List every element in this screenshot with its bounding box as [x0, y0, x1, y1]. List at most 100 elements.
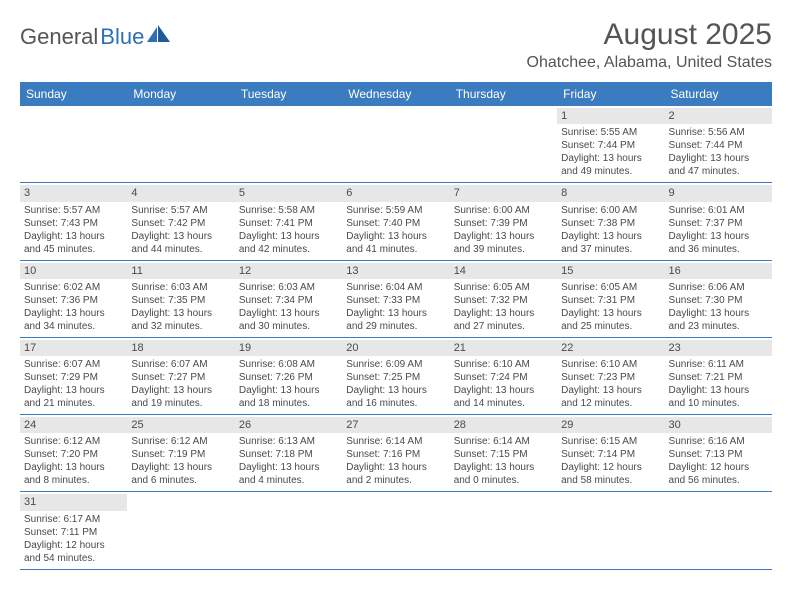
location-text: Ohatchee, Alabama, United States [527, 54, 772, 72]
day-number: 28 [450, 417, 557, 433]
sunset-text: Sunset: 7:37 PM [669, 217, 768, 230]
day-number: 31 [20, 494, 127, 510]
sunrise-text: Sunrise: 5:57 AM [24, 204, 123, 217]
day-number: 27 [342, 417, 449, 433]
sunset-text: Sunset: 7:44 PM [669, 139, 768, 152]
daylight-text: Daylight: 13 hours and 39 minutes. [454, 230, 553, 256]
sunset-text: Sunset: 7:20 PM [24, 448, 123, 461]
sunset-text: Sunset: 7:43 PM [24, 217, 123, 230]
empty-cell [342, 106, 449, 182]
sunrise-text: Sunrise: 6:10 AM [454, 358, 553, 371]
sunset-text: Sunset: 7:11 PM [24, 526, 123, 539]
day-number: 25 [127, 417, 234, 433]
sunset-text: Sunset: 7:18 PM [239, 448, 338, 461]
sunset-text: Sunset: 7:25 PM [346, 371, 445, 384]
day-cell: 22Sunrise: 6:10 AMSunset: 7:23 PMDayligh… [557, 338, 664, 414]
sunrise-text: Sunrise: 6:00 AM [561, 204, 660, 217]
day-cell: 24Sunrise: 6:12 AMSunset: 7:20 PMDayligh… [20, 415, 127, 491]
sunrise-text: Sunrise: 5:57 AM [131, 204, 230, 217]
empty-cell [450, 492, 557, 568]
day-cell: 20Sunrise: 6:09 AMSunset: 7:25 PMDayligh… [342, 338, 449, 414]
day-headers-row: SundayMondayTuesdayWednesdayThursdayFrid… [20, 82, 772, 106]
sunrise-text: Sunrise: 6:16 AM [669, 435, 768, 448]
sunset-text: Sunset: 7:35 PM [131, 294, 230, 307]
logo: General Blue [20, 24, 171, 50]
day-header: Saturday [665, 82, 772, 106]
daylight-text: Daylight: 13 hours and 8 minutes. [24, 461, 123, 487]
sunrise-text: Sunrise: 6:00 AM [454, 204, 553, 217]
sunrise-text: Sunrise: 5:55 AM [561, 126, 660, 139]
day-header: Thursday [450, 82, 557, 106]
day-cell: 9Sunrise: 6:01 AMSunset: 7:37 PMDaylight… [665, 183, 772, 259]
week-row: 31 Sunrise: 6:17 AMSunset: 7:11 PMDayligh… [20, 492, 772, 569]
day-cell: 26Sunrise: 6:13 AMSunset: 7:18 PMDayligh… [235, 415, 342, 491]
daylight-text: Daylight: 12 hours and 56 minutes. [669, 461, 768, 487]
sunset-text: Sunset: 7:34 PM [239, 294, 338, 307]
sunrise-text: Sunrise: 5:56 AM [669, 126, 768, 139]
daylight-text: Daylight: 13 hours and 47 minutes. [669, 152, 768, 178]
daylight-text: Daylight: 13 hours and 6 minutes. [131, 461, 230, 487]
sunset-text: Sunset: 7:21 PM [669, 371, 768, 384]
daylight-text: Daylight: 13 hours and 44 minutes. [131, 230, 230, 256]
sail-icon [147, 25, 171, 43]
day-cell: 11Sunrise: 6:03 AMSunset: 7:35 PMDayligh… [127, 261, 234, 337]
sunrise-text: Sunrise: 6:13 AM [239, 435, 338, 448]
sunset-text: Sunset: 7:42 PM [131, 217, 230, 230]
sunrise-text: Sunrise: 6:15 AM [561, 435, 660, 448]
daylight-text: Daylight: 13 hours and 12 minutes. [561, 384, 660, 410]
day-number: 8 [557, 185, 664, 201]
day-cell: 31 Sunrise: 6:17 AMSunset: 7:11 PMDayligh… [20, 492, 127, 568]
daylight-text: Daylight: 13 hours and 2 minutes. [346, 461, 445, 487]
sunrise-text: Sunrise: 6:11 AM [669, 358, 768, 371]
empty-cell [127, 106, 234, 182]
daylight-text: Daylight: 13 hours and 32 minutes. [131, 307, 230, 333]
day-cell: 16Sunrise: 6:06 AMSunset: 7:30 PMDayligh… [665, 261, 772, 337]
sunset-text: Sunset: 7:14 PM [561, 448, 660, 461]
day-cell: 6Sunrise: 5:59 AMSunset: 7:40 PMDaylight… [342, 183, 449, 259]
sunset-text: Sunset: 7:15 PM [454, 448, 553, 461]
sunset-text: Sunset: 7:26 PM [239, 371, 338, 384]
week-row: 24Sunrise: 6:12 AMSunset: 7:20 PMDayligh… [20, 415, 772, 492]
day-cell: 10Sunrise: 6:02 AMSunset: 7:36 PMDayligh… [20, 261, 127, 337]
daylight-text: Daylight: 13 hours and 25 minutes. [561, 307, 660, 333]
sunrise-text: Sunrise: 6:05 AM [454, 281, 553, 294]
daylight-text: Daylight: 13 hours and 4 minutes. [239, 461, 338, 487]
week-row: 17Sunrise: 6:07 AMSunset: 7:29 PMDayligh… [20, 338, 772, 415]
sunrise-text: Sunrise: 6:03 AM [239, 281, 338, 294]
sunrise-text: Sunrise: 6:04 AM [346, 281, 445, 294]
empty-cell [235, 492, 342, 568]
sunset-text: Sunset: 7:24 PM [454, 371, 553, 384]
sunset-text: Sunset: 7:39 PM [454, 217, 553, 230]
day-cell: 12Sunrise: 6:03 AMSunset: 7:34 PMDayligh… [235, 261, 342, 337]
day-number: 22 [557, 340, 664, 356]
sunrise-text: Sunrise: 5:58 AM [239, 204, 338, 217]
sunrise-text: Sunrise: 6:07 AM [131, 358, 230, 371]
sunrise-text: Sunrise: 6:05 AM [561, 281, 660, 294]
day-number: 20 [342, 340, 449, 356]
empty-cell [665, 492, 772, 568]
daylight-text: Daylight: 12 hours and 54 minutes. [24, 539, 123, 565]
daylight-text: Daylight: 13 hours and 45 minutes. [24, 230, 123, 256]
day-cell: 17Sunrise: 6:07 AMSunset: 7:29 PMDayligh… [20, 338, 127, 414]
empty-cell [20, 106, 127, 182]
daylight-text: Daylight: 13 hours and 37 minutes. [561, 230, 660, 256]
day-cell: 1Sunrise: 5:55 AMSunset: 7:44 PMDaylight… [557, 106, 664, 182]
sunset-text: Sunset: 7:16 PM [346, 448, 445, 461]
sunrise-text: Sunrise: 6:03 AM [131, 281, 230, 294]
sunset-text: Sunset: 7:33 PM [346, 294, 445, 307]
day-number: 1 [557, 108, 664, 124]
sunset-text: Sunset: 7:13 PM [669, 448, 768, 461]
sunset-text: Sunset: 7:40 PM [346, 217, 445, 230]
day-cell: 21Sunrise: 6:10 AMSunset: 7:24 PMDayligh… [450, 338, 557, 414]
sunrise-text: Sunrise: 6:10 AM [561, 358, 660, 371]
day-number: 3 [20, 185, 127, 201]
day-cell: 15Sunrise: 6:05 AMSunset: 7:31 PMDayligh… [557, 261, 664, 337]
empty-cell [127, 492, 234, 568]
day-header: Wednesday [342, 82, 449, 106]
day-cell: 18Sunrise: 6:07 AMSunset: 7:27 PMDayligh… [127, 338, 234, 414]
sunrise-text: Sunrise: 6:12 AM [24, 435, 123, 448]
day-cell: 30Sunrise: 6:16 AMSunset: 7:13 PMDayligh… [665, 415, 772, 491]
sunrise-text: Sunrise: 6:17 AM [24, 513, 123, 526]
day-number: 17 [20, 340, 127, 356]
week-row: 1 Sunrise: 5:55 AM Sunset: 7:44 PMDaylight… [20, 106, 772, 183]
